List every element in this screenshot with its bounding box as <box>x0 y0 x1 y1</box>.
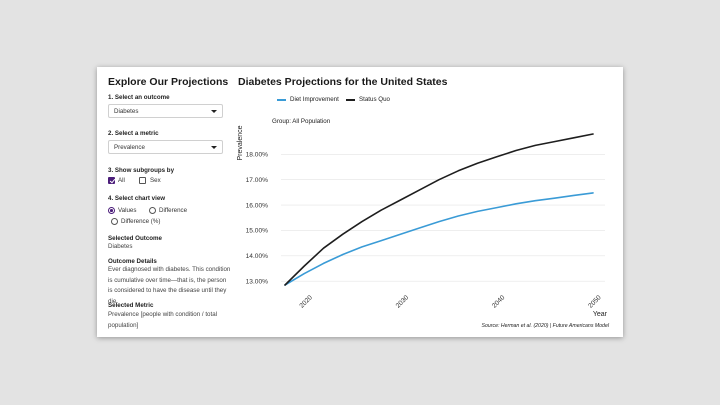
values-radio-label: Values <box>118 207 137 214</box>
all-checkbox-label: All <box>118 177 125 184</box>
chart-title: Diabetes Projections for the United Stat… <box>238 76 448 88</box>
x-tick-label: 2050 <box>587 294 603 310</box>
metric-select-value: Prevalence <box>114 144 145 151</box>
y-tick-label: 16.00% <box>246 202 269 209</box>
y-tick-label: 17.00% <box>246 177 269 184</box>
x-tick-label: 2020 <box>299 294 315 310</box>
selected-metric-text: Prevalence [people with condition / tota… <box>108 311 218 329</box>
series-line-status-quo <box>284 133 594 286</box>
legend-label: Diet Improvement <box>290 96 339 103</box>
selected-outcome-heading: Selected Outcome <box>108 235 162 242</box>
group-label: Group: All Population <box>272 118 331 125</box>
legend-swatch <box>277 99 286 101</box>
difference-radio[interactable] <box>149 207 156 214</box>
outcome-step-label: 1. Select an outcome <box>108 94 170 101</box>
difference-percent-radio[interactable] <box>111 218 118 225</box>
selected-metric-heading: Selected Metric <box>108 302 154 309</box>
outcome-select-value: Diabetes <box>114 108 139 115</box>
metric-select[interactable]: Prevalence <box>108 140 223 154</box>
difference-percent-radio-label: Difference (%) <box>121 218 161 225</box>
all-checkbox[interactable] <box>108 177 115 184</box>
legend-label: Status Quo <box>359 96 390 103</box>
y-tick-label: 15.00% <box>246 228 269 235</box>
caret-down-icon <box>211 110 217 113</box>
line-chart: 13.00% 14.00% 15.00% 16.00% 17.00% 18.00% 2020… <box>237 125 608 318</box>
outcome-details-text: Ever diagnosed with diabetes. This condi… <box>108 266 231 305</box>
y-tick-label: 14.00% <box>246 253 269 260</box>
outcome-select[interactable]: Diabetes <box>108 104 223 118</box>
sex-checkbox[interactable] <box>139 177 146 184</box>
outcome-details-heading: Outcome Details <box>108 258 157 265</box>
caret-down-icon <box>211 146 217 149</box>
sidebar-title: Explore Our Projections <box>108 76 229 88</box>
y-axis-label: Prevalence <box>237 125 244 160</box>
y-tick-label: 18.00% <box>246 152 269 159</box>
selected-outcome-text: Diabetes <box>108 243 133 250</box>
x-tick-label: 2040 <box>491 294 507 310</box>
y-tick-label: 13.00% <box>246 278 269 285</box>
chart-view-step-label: 4. Select chart view <box>108 195 166 202</box>
sex-checkbox-label: Sex <box>150 177 161 184</box>
series-line-diet-improvement <box>284 192 594 286</box>
subgroup-step-label: 3. Show subgroups by <box>108 167 175 174</box>
x-tick-label: 2030 <box>395 294 411 310</box>
legend-swatch <box>346 99 355 101</box>
values-radio[interactable] <box>108 207 115 214</box>
x-axis-label: Year <box>593 311 608 318</box>
metric-step-label: 2. Select a metric <box>108 130 159 137</box>
difference-radio-label: Difference <box>159 207 188 214</box>
source-note: Source: Herman et al. (2020) | Future Am… <box>481 323 609 329</box>
projection-card: Explore Our Projections 1. Select an out… <box>97 67 623 337</box>
